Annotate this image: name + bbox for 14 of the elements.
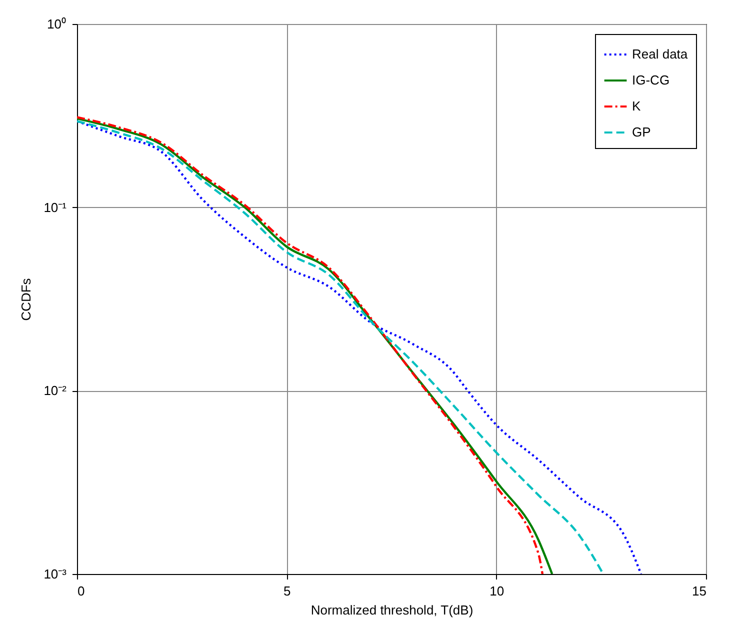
y-tick-label: 10⁻¹ bbox=[44, 200, 68, 215]
x-tick-label: 0 bbox=[78, 584, 85, 598]
legend-label: Real data bbox=[632, 46, 688, 62]
y-axis-title: CCDFs bbox=[18, 278, 34, 321]
y-tick-label: 10⁻² bbox=[44, 383, 68, 398]
x-tick-label: 15 bbox=[692, 584, 706, 598]
legend-label: K bbox=[632, 98, 641, 114]
legend-label: GP bbox=[632, 124, 651, 140]
x-tick-label: 5 bbox=[284, 584, 291, 598]
y-tick-label: 10⁻³ bbox=[44, 566, 68, 582]
x-axis-title: Normalized threshold, T(dB) bbox=[310, 602, 474, 618]
x-tick-label: 10 bbox=[490, 584, 504, 598]
legend-label: IG-CG bbox=[632, 72, 670, 88]
y-tick-label: 10⁰ bbox=[47, 16, 66, 32]
